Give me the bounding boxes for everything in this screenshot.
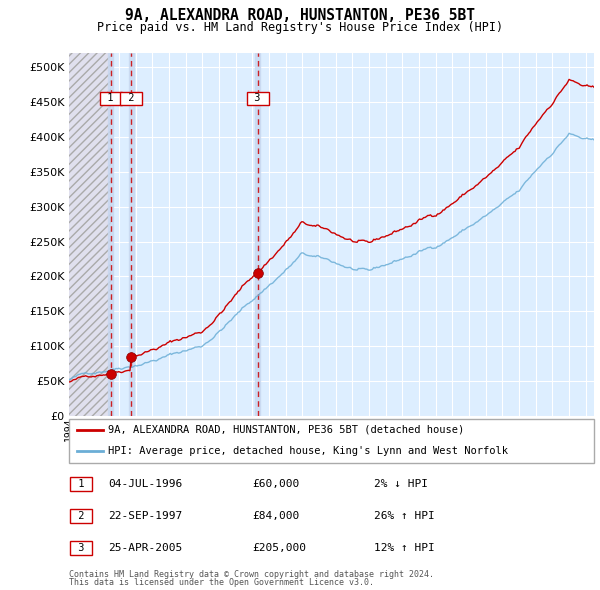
Text: £205,000: £205,000 [253, 543, 307, 553]
Text: Price paid vs. HM Land Registry's House Price Index (HPI): Price paid vs. HM Land Registry's House … [97, 21, 503, 34]
Text: 1: 1 [71, 479, 91, 489]
Bar [128, 53, 134, 416]
Bar [69, 53, 110, 416]
Text: £84,000: £84,000 [253, 512, 300, 521]
Text: 3: 3 [248, 93, 267, 103]
Bar [108, 53, 113, 416]
Text: 04-JUL-1996: 04-JUL-1996 [109, 479, 182, 489]
Text: 2% ↓ HPI: 2% ↓ HPI [373, 479, 427, 489]
Text: 2: 2 [71, 512, 91, 521]
Text: 22-SEP-1997: 22-SEP-1997 [109, 512, 182, 521]
Text: Contains HM Land Registry data © Crown copyright and database right 2024.: Contains HM Land Registry data © Crown c… [69, 570, 434, 579]
Text: 1: 1 [101, 93, 120, 103]
Text: 12% ↑ HPI: 12% ↑ HPI [373, 543, 434, 553]
Text: HPI: Average price, detached house, King's Lynn and West Norfolk: HPI: Average price, detached house, King… [109, 446, 508, 455]
Bar [255, 53, 260, 416]
Text: 25-APR-2005: 25-APR-2005 [109, 543, 182, 553]
Text: 26% ↑ HPI: 26% ↑ HPI [373, 512, 434, 521]
FancyBboxPatch shape [69, 419, 594, 463]
Text: 9A, ALEXANDRA ROAD, HUNSTANTON, PE36 5BT: 9A, ALEXANDRA ROAD, HUNSTANTON, PE36 5BT [125, 8, 475, 23]
Text: 9A, ALEXANDRA ROAD, HUNSTANTON, PE36 5BT (detached house): 9A, ALEXANDRA ROAD, HUNSTANTON, PE36 5BT… [109, 425, 464, 435]
Text: This data is licensed under the Open Government Licence v3.0.: This data is licensed under the Open Gov… [69, 578, 374, 587]
Text: £60,000: £60,000 [253, 479, 300, 489]
Text: 3: 3 [71, 543, 91, 553]
Text: 2: 2 [122, 93, 140, 103]
